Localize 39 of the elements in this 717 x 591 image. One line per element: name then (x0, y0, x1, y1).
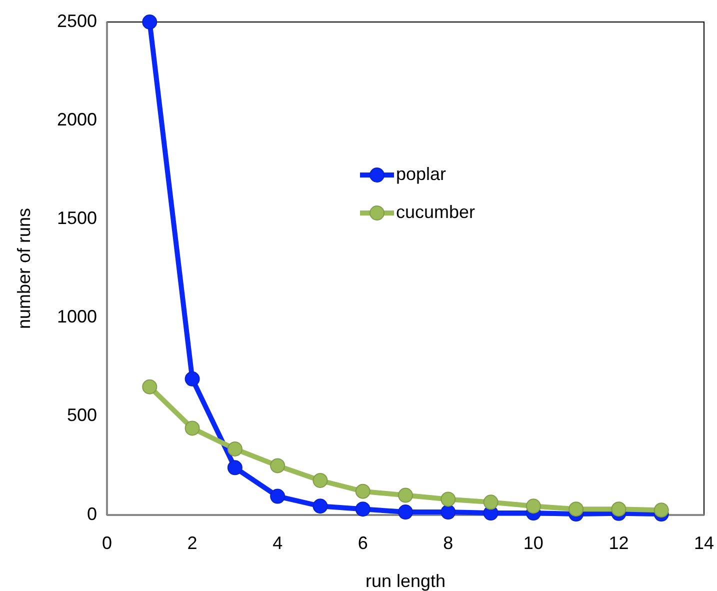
y-tick-label: 1500 (56, 208, 97, 228)
legend-label: poplar (396, 164, 446, 184)
y-tick-label: 2000 (56, 109, 97, 130)
y-tick-label: 1000 (56, 306, 97, 327)
point (440, 504, 456, 520)
y-tick-label: 0 (86, 504, 97, 524)
x-axis-title: run length (365, 571, 446, 591)
point (398, 504, 413, 520)
x-tick-label: 14 (694, 533, 714, 553)
legend-label: cucumber (396, 202, 476, 222)
point (227, 460, 242, 476)
x-tick-label: 8 (443, 533, 454, 553)
point (440, 492, 456, 507)
point (184, 371, 200, 386)
x-tick-label: 2 (187, 533, 198, 553)
point (355, 502, 370, 517)
point (270, 488, 286, 504)
point (227, 441, 242, 456)
x-tick-label: 0 (102, 533, 112, 553)
x-tick-label: 10 (523, 533, 544, 553)
point (312, 472, 328, 488)
point (270, 458, 286, 474)
point (654, 502, 669, 518)
x-tick-label: 12 (608, 533, 629, 553)
point (611, 502, 626, 517)
point (483, 494, 498, 510)
point (184, 420, 200, 436)
y-axis-title: number of runs (14, 208, 34, 330)
y-tick-label: 500 (66, 405, 97, 426)
point (312, 498, 328, 514)
y-tick-label: 2500 (56, 10, 97, 31)
x-tick-label: 6 (358, 533, 368, 553)
point (355, 484, 370, 499)
point (568, 502, 584, 517)
point (142, 379, 158, 394)
point (526, 498, 541, 514)
x-tick-label: 4 (272, 533, 283, 553)
point (398, 488, 413, 503)
point (142, 14, 158, 30)
